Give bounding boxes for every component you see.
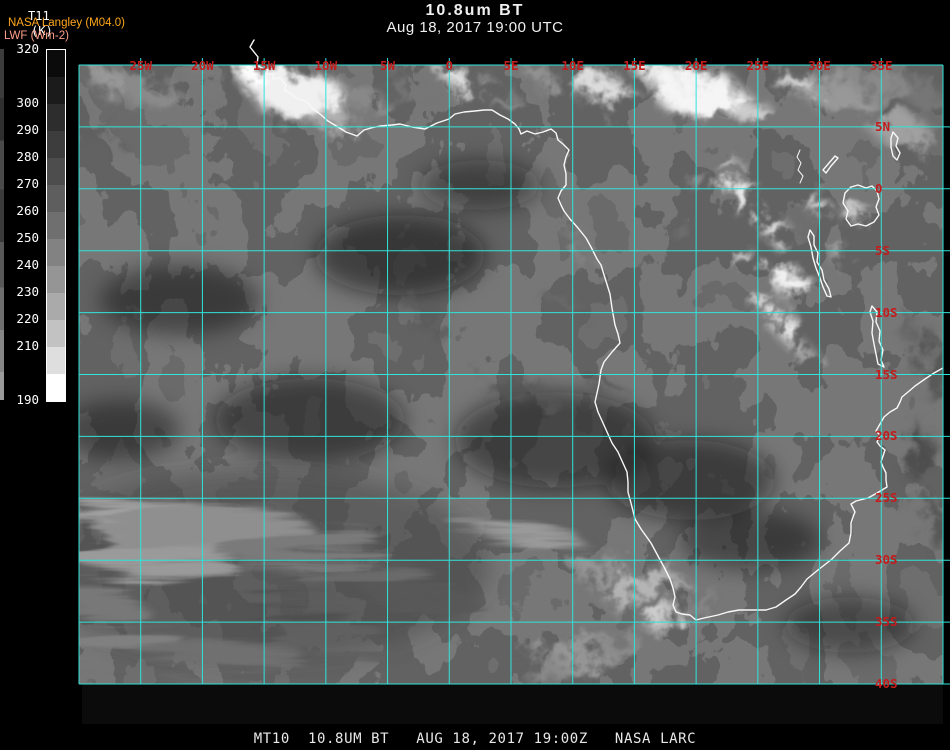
latitude-label: 5S xyxy=(875,242,891,258)
lake-albert xyxy=(822,155,839,174)
colorbar-segment xyxy=(47,320,65,347)
latitude-label: 15S xyxy=(875,366,898,382)
colorbar-segment xyxy=(47,131,65,158)
clipped-secondary-colorbar xyxy=(0,49,4,400)
colorbar-segment xyxy=(47,374,65,401)
latitude-label: 20S xyxy=(875,428,898,444)
latitude-label: 30S xyxy=(875,552,898,568)
longitude-label: 25W xyxy=(129,58,152,73)
latitude-label: 5N xyxy=(875,118,891,134)
colorbar-segment xyxy=(47,104,65,131)
colorbar-variable-label: T11 xyxy=(28,9,50,23)
longitude-label: 20W xyxy=(191,58,214,73)
colorbar-segment xyxy=(47,77,65,104)
page-title: 10.8um BT xyxy=(425,2,525,19)
image-spill xyxy=(82,684,943,724)
longitude-label: 10E xyxy=(561,58,584,73)
timestamp-subtitle: Aug 18, 2017 19:00 UTC xyxy=(386,19,564,36)
colorbar-segment xyxy=(47,239,65,266)
lake-turkana xyxy=(890,131,901,161)
longitude-label: 25E xyxy=(746,58,770,73)
colorbar-tick-label: 300 xyxy=(16,95,39,110)
longitude-label: 20E xyxy=(684,58,708,73)
colorbar-tick-label: 320 xyxy=(16,41,39,56)
colorbar-segment xyxy=(47,266,65,293)
longitude-label: 5W xyxy=(380,58,396,73)
longitude-label: 15E xyxy=(623,58,646,73)
colorbar-units-label: (K) xyxy=(31,24,53,38)
longitude-label: 30E xyxy=(808,58,831,73)
overlay-product-label: LWF (Wm-2) xyxy=(4,30,69,42)
colorbar-segment xyxy=(47,293,65,320)
colorbar-segment xyxy=(47,212,65,239)
colorbar-tick-label: 250 xyxy=(16,230,39,245)
footer-caption: MT10 10.8UM BT AUG 18, 2017 19:00Z NASA … xyxy=(253,731,697,747)
title-block: 10.8um BT Aug 18, 2017 19:00 UTC xyxy=(0,2,950,36)
colorbar-segment xyxy=(47,347,65,374)
latitude-label: 10S xyxy=(875,304,898,320)
longitude-label: 10W xyxy=(314,58,338,73)
colorbar-tick-label: 190 xyxy=(16,392,39,407)
latitude-label: 35S xyxy=(875,614,898,630)
colorbar-segment xyxy=(47,158,65,185)
data-source-label: NASA Langley (M04.0) xyxy=(8,17,125,29)
colorbar-tick-label: 220 xyxy=(16,311,39,326)
colorbar-tick-label: 280 xyxy=(16,149,39,164)
longitude-label: 5E xyxy=(503,58,519,73)
nile-river xyxy=(796,149,804,184)
colorbar-segment xyxy=(47,50,65,77)
colorbar-tick-label: 210 xyxy=(16,338,39,353)
lake-malawi xyxy=(869,305,885,368)
lake-victoria xyxy=(842,184,880,227)
colorbar-tick-label: 290 xyxy=(16,122,39,137)
colorbar-tick-label: 270 xyxy=(16,176,39,191)
latitude-label: 40S xyxy=(875,676,898,691)
latitude-label: 25S xyxy=(875,490,898,506)
colorbar-tick-label: 230 xyxy=(16,284,39,299)
colorbar-tick-label: 240 xyxy=(16,257,39,272)
colorbar xyxy=(46,49,66,402)
colorbar-tick-label: 260 xyxy=(16,203,39,218)
latlon-grid xyxy=(78,58,950,685)
longitude-label: 15W xyxy=(252,58,276,73)
colorbar-segment xyxy=(47,185,65,212)
colorbar-tick-labels: 320 300 290 280 270 260 250 240 230 220 210 190 xyxy=(0,0,42,420)
longitude-label: 0 xyxy=(445,58,454,73)
latitude-label: 0 xyxy=(875,180,883,196)
longitude-label: 35E xyxy=(869,58,893,73)
